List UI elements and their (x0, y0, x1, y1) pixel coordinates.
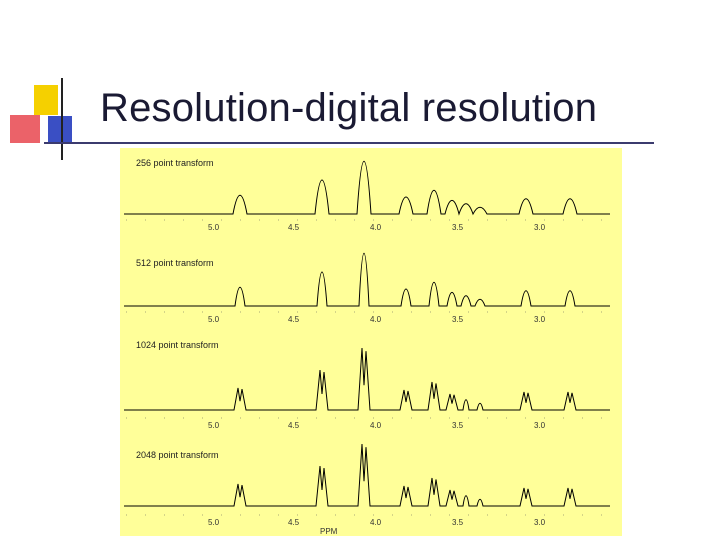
spectrum-panel: 512 point transform 5.0 4.5 4.0 3.5 3.0 (124, 253, 614, 324)
spectrum-trace (124, 443, 610, 507)
axis-tick-label: 3.5 (452, 223, 464, 232)
axis-tick-label: 4.0 (370, 223, 382, 232)
axis-unit-label: PPM (320, 527, 338, 536)
spectrum-trace (124, 161, 610, 216)
panel-label: 1024 point transform (136, 340, 219, 350)
axis-tick-label: 4.0 (370, 315, 382, 324)
spectrum-panel: 2048 point transform 5.0 4.5 4.0 3.5 3.0 (124, 443, 614, 527)
axis-tick-label: 4.5 (288, 315, 300, 324)
panel-label: 2048 point transform (136, 450, 219, 460)
axis-tick-label: 3.0 (534, 315, 546, 324)
slide-title: Resolution-digital resolution (100, 86, 598, 130)
logo-yellow-square (34, 85, 58, 115)
axis-tick-label: 3.0 (534, 518, 546, 527)
nmr-figure: 256 point transform 5.0 4.5 4.0 3.5 3.0 512 po… (120, 148, 622, 536)
logo-red-square (10, 115, 40, 143)
axis-tick-label: 5.0 (208, 421, 220, 430)
axis-tick-label: 3.5 (452, 421, 464, 430)
panel-label: 512 point transform (136, 258, 214, 268)
spectrum-trace (124, 347, 610, 411)
axis-tick-label: 3.5 (452, 518, 464, 527)
spectrum-panel: 256 point transform 5.0 4.5 4.0 3.5 3.0 (124, 158, 614, 232)
axis-tick-label: 4.0 (370, 421, 382, 430)
axis-tick-label: 4.5 (288, 223, 300, 232)
axis-tick-label: 3.5 (452, 315, 464, 324)
axis-tick-label: 4.0 (370, 518, 382, 527)
axis-tick-label: 4.5 (288, 421, 300, 430)
slide-logo (10, 78, 72, 160)
axis-tick-label: 4.5 (288, 518, 300, 527)
spectrum-trace (124, 253, 610, 307)
axis-tick-label: 5.0 (208, 223, 220, 232)
logo-blue-square (48, 116, 72, 144)
panel-label: 256 point transform (136, 158, 214, 168)
title-underline (44, 142, 654, 144)
spectrum-panel: 1024 point transform 5.0 4.5 4.0 3.5 3.0 (124, 340, 614, 430)
axis-tick-label: 3.0 (534, 223, 546, 232)
axis-tick-label: 3.0 (534, 421, 546, 430)
axis-tick-label: 5.0 (208, 315, 220, 324)
axis-tick-label: 5.0 (208, 518, 220, 527)
